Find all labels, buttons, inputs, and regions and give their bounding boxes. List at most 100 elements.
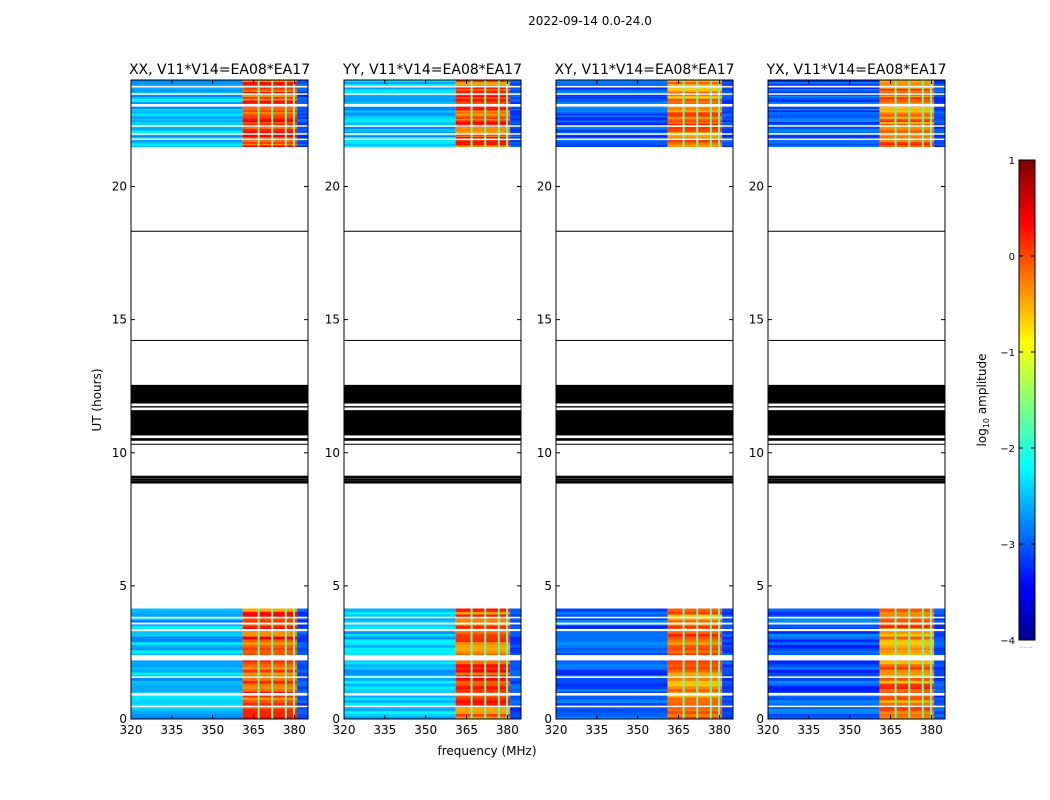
tail-cell <box>722 630 733 634</box>
background-cell <box>344 710 456 714</box>
spectrogram-panel: XX, V11*V14=EA08*EA17 320 335 350 365 380 0 5 10… <box>112 62 310 737</box>
y-tick-label: 15 <box>112 313 127 327</box>
x-tick-label: 365 <box>455 723 478 737</box>
tail-cell <box>510 126 521 129</box>
data-region <box>556 80 733 148</box>
background-cell <box>344 108 456 111</box>
background-cell <box>131 136 243 139</box>
x-tick-label: 365 <box>667 723 690 737</box>
flag-gap <box>131 622 308 625</box>
rfi-cell <box>667 666 723 670</box>
rfi-cell <box>879 630 935 634</box>
rfi-cell <box>667 688 723 692</box>
background-cell <box>556 143 668 146</box>
x-tick-label: 365 <box>242 723 265 737</box>
tail-cell <box>297 99 308 103</box>
background-cell <box>556 716 668 720</box>
tail-cell <box>297 106 308 109</box>
tail-cell <box>722 666 733 670</box>
x-tick-label: 320 <box>545 723 568 737</box>
background-cell <box>344 625 456 629</box>
channel-line <box>921 608 924 719</box>
y-tick-label: 5 <box>332 579 340 593</box>
tail-cell <box>297 86 308 89</box>
background-cell <box>131 713 243 717</box>
figure-suptitle: 2022-09-14 0.0-24.0 <box>528 14 652 28</box>
flag-gap <box>344 85 521 88</box>
rfi-cell <box>242 707 298 712</box>
flag-gap <box>131 705 308 708</box>
x-tick-label: 350 <box>201 723 224 737</box>
flag-gap <box>556 616 733 619</box>
rfi-cell <box>242 672 298 676</box>
rfi-cell <box>667 608 723 612</box>
rfi-cell <box>667 614 723 618</box>
background-cell <box>556 619 668 623</box>
background-cell <box>768 111 880 114</box>
background-cell <box>556 89 668 93</box>
background-cell <box>768 136 880 139</box>
tail-cell <box>722 128 733 131</box>
background-cell <box>768 694 880 698</box>
rfi-cell <box>242 696 298 701</box>
rfi-cell <box>879 134 935 138</box>
background-cell <box>556 106 668 109</box>
colorbar-label-log: log <box>975 428 989 446</box>
rfi-cell <box>455 694 511 698</box>
channel-line <box>908 80 911 147</box>
tail-cell <box>722 98 733 101</box>
flag-gap <box>344 655 521 661</box>
background-cell <box>131 101 243 104</box>
tail-cell <box>934 685 945 690</box>
background-cell <box>556 685 668 690</box>
rfi-cell <box>242 131 298 134</box>
rfi-cell <box>455 121 511 124</box>
background-cell <box>768 134 880 138</box>
background-cell <box>556 136 668 139</box>
rfi-cell <box>455 638 511 643</box>
rfi-cell <box>455 641 511 645</box>
rfi-cell <box>455 81 511 84</box>
rfi-cell <box>455 663 511 668</box>
background-cell <box>556 666 668 670</box>
background-cell <box>344 685 456 690</box>
background-cell <box>344 649 456 654</box>
rfi-cell <box>667 98 723 101</box>
background-cell <box>131 94 243 98</box>
background-cell <box>556 118 668 121</box>
flag-gap <box>556 103 733 107</box>
rfi-cell <box>455 89 511 93</box>
rfi-cell <box>242 80 298 83</box>
colorbar-tick-label: −3 <box>1000 540 1015 551</box>
rfi-cell <box>879 88 935 91</box>
background-cell <box>768 649 880 654</box>
background-cell <box>768 710 880 714</box>
rfi-cell <box>879 126 935 129</box>
background-cell <box>131 89 243 93</box>
x-tick-label: 365 <box>879 723 902 737</box>
flag-gap <box>768 138 945 141</box>
rfi-cell <box>242 616 298 621</box>
tail-cell <box>297 80 308 83</box>
panel-frame <box>343 79 522 720</box>
background-cell <box>131 611 243 615</box>
data-region <box>344 608 521 720</box>
background-cell <box>131 614 243 618</box>
rfi-cell <box>455 143 511 146</box>
flag-gap <box>556 692 733 696</box>
rfi-cell <box>455 685 511 690</box>
background-cell <box>131 619 243 623</box>
colorbar-label-sub: 10 <box>982 418 991 428</box>
tail-cell <box>934 88 945 91</box>
tail-cell <box>722 136 733 139</box>
tail-cell <box>297 677 308 681</box>
tail-cell <box>297 126 308 129</box>
background-cell <box>131 688 243 692</box>
rfi-cell <box>667 144 723 148</box>
background-cell <box>131 118 243 121</box>
rfi-cell <box>455 630 511 634</box>
tail-cell <box>297 672 308 676</box>
background-cell <box>344 81 456 84</box>
rfi-cell <box>879 611 935 615</box>
background-cell <box>768 625 880 629</box>
